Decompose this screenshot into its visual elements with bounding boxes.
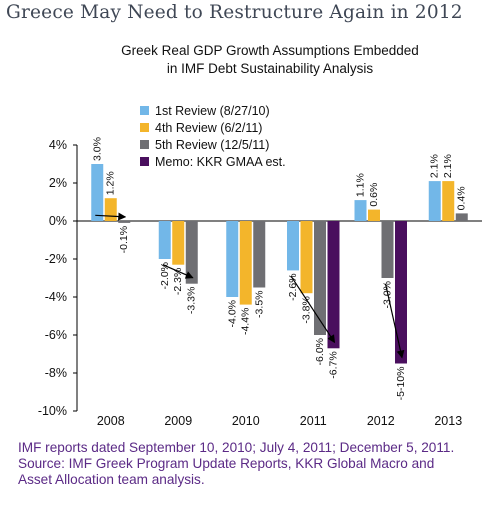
bar bbox=[368, 209, 380, 221]
legend-label: Memo: KKR GMAA est. bbox=[155, 155, 286, 169]
bar bbox=[327, 221, 340, 349]
footnote: IMF reports dated September 10, 2010; Ju… bbox=[18, 440, 496, 488]
bar bbox=[428, 181, 441, 221]
bar bbox=[253, 221, 266, 288]
y-tick-label: -2% bbox=[45, 252, 67, 266]
bar bbox=[354, 200, 367, 221]
y-tick-label: -8% bbox=[45, 366, 67, 380]
bars-layer bbox=[91, 164, 468, 364]
bar bbox=[381, 221, 394, 278]
bar bbox=[172, 221, 185, 265]
y-tick-label: -10% bbox=[38, 404, 67, 418]
axis-layer: 4% 2% 0% -2% -4% -6% -8% -10% 2008 2009 2010 2011 20… bbox=[38, 138, 482, 428]
bar bbox=[185, 221, 198, 284]
bar bbox=[287, 221, 299, 271]
legend-label: 1st Review (8/27/10) bbox=[155, 104, 270, 118]
bar bbox=[455, 213, 468, 221]
data-label: -3.5% bbox=[253, 291, 265, 318]
bar bbox=[442, 181, 455, 221]
data-label: -3.8% bbox=[301, 296, 313, 323]
legend: 1st Review (8/27/10) 4th Review (6/2/11) 5… bbox=[140, 104, 286, 169]
bar bbox=[118, 221, 131, 223]
legend-label: 5th Review (12/5/11) bbox=[155, 138, 269, 152]
data-label: -2.6% bbox=[287, 273, 299, 300]
data-label: 2.1% bbox=[442, 154, 454, 178]
x-category-label: 2013 bbox=[434, 414, 462, 428]
data-label: 1.2% bbox=[105, 171, 117, 195]
bar bbox=[395, 221, 407, 364]
chart-title-block: Greek Real GDP Growth Assumptions Embedd… bbox=[0, 42, 500, 78]
legend-swatch bbox=[140, 123, 149, 132]
data-label: 1.1% bbox=[355, 173, 367, 197]
footnote-source-cont: Asset Allocation team analysis. bbox=[18, 472, 205, 487]
bar bbox=[314, 221, 326, 335]
x-category-label: 2012 bbox=[367, 414, 395, 428]
bar bbox=[104, 198, 117, 221]
bar bbox=[239, 221, 252, 305]
trend-arrows bbox=[95, 212, 405, 359]
legend-label: 4th Review (6/2/11) bbox=[155, 121, 262, 135]
x-category-label: 2008 bbox=[97, 414, 125, 428]
data-label: -2.0% bbox=[159, 262, 171, 289]
legend-swatch bbox=[140, 106, 149, 115]
trend-arrow bbox=[95, 212, 127, 221]
footnote-source: Source: IMF Greek Program Update Reports… bbox=[18, 456, 435, 471]
data-label: -3.3% bbox=[186, 287, 198, 314]
bar bbox=[300, 221, 313, 294]
trend-arrow bbox=[162, 264, 194, 279]
x-category-label: 2011 bbox=[300, 414, 327, 428]
bar bbox=[226, 221, 239, 297]
data-label: 0.6% bbox=[368, 183, 380, 207]
legend-swatch bbox=[140, 140, 149, 149]
x-category-label: 2009 bbox=[164, 414, 192, 428]
data-labels-layer: 3.0%1.2%-0.1%-2.0% -2.3%-3.3% -4.0% -4.4%-3… bbox=[91, 137, 468, 400]
headline: Greece May Need to Restructure Again in … bbox=[6, 2, 463, 23]
data-label: 0.4% bbox=[456, 186, 468, 210]
data-label: -0.1% bbox=[118, 226, 130, 253]
y-tick-label: 0% bbox=[49, 214, 67, 228]
x-category-label: 2010 bbox=[232, 414, 260, 428]
bar bbox=[91, 164, 104, 221]
data-label: -6.0% bbox=[314, 338, 326, 365]
chart-title: Greek Real GDP Growth Assumptions Embedd… bbox=[121, 43, 419, 58]
trend-arrow bbox=[384, 283, 405, 359]
trend-arrow bbox=[290, 275, 336, 344]
chart-subtitle: in IMF Debt Sustainability Analysis bbox=[166, 61, 374, 76]
legend-swatch bbox=[140, 157, 149, 166]
y-tick-label: -4% bbox=[45, 290, 67, 304]
data-label: -2.3% bbox=[172, 268, 184, 295]
footnote-dates: IMF reports dated September 10, 2010; Ju… bbox=[18, 440, 455, 455]
y-tick-label: 4% bbox=[49, 138, 67, 152]
data-label: 3.0% bbox=[91, 137, 103, 161]
bar bbox=[158, 221, 171, 259]
data-label: -6.7% bbox=[328, 351, 340, 378]
y-tick-label: 2% bbox=[49, 176, 67, 190]
data-label: -4.4% bbox=[240, 308, 252, 335]
data-label: 2.1% bbox=[429, 154, 441, 178]
data-label: -4.0% bbox=[226, 300, 238, 327]
y-tick-label: -6% bbox=[45, 328, 67, 342]
data-label: -5-10% bbox=[395, 367, 407, 401]
